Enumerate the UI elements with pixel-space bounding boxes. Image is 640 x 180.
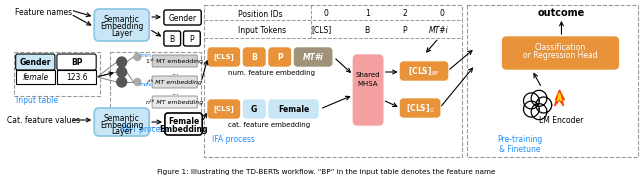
- Text: Feature names: Feature names: [15, 8, 72, 17]
- Text: 1: 1: [365, 8, 369, 17]
- Text: [CLS]: [CLS]: [213, 105, 234, 112]
- FancyBboxPatch shape: [208, 100, 239, 118]
- FancyBboxPatch shape: [401, 99, 440, 117]
- Text: [CLS]$_{BP}$: [CLS]$_{BP}$: [408, 65, 440, 77]
- Bar: [110, 52, 201, 127]
- Bar: [467, 5, 638, 157]
- Text: Input Tokens: Input Tokens: [237, 26, 285, 35]
- FancyBboxPatch shape: [401, 62, 447, 80]
- Text: cat. feature embedding: cat. feature embedding: [228, 122, 310, 128]
- Bar: [16, 70, 55, 84]
- Text: 2: 2: [402, 8, 407, 17]
- FancyBboxPatch shape: [94, 9, 149, 41]
- Text: Position IDs: Position IDs: [237, 10, 282, 19]
- Circle shape: [134, 78, 141, 86]
- Text: B: B: [169, 35, 174, 44]
- FancyBboxPatch shape: [502, 37, 618, 69]
- Text: Cat. feature values: Cat. feature values: [6, 116, 80, 125]
- Text: 0: 0: [439, 8, 444, 17]
- Text: B: B: [252, 53, 257, 62]
- FancyBboxPatch shape: [152, 76, 197, 88]
- Text: ...: ...: [171, 87, 179, 96]
- Text: Figure 1: Illustrating the TD-BERTs workflow. “BP” in the input table denotes th: Figure 1: Illustrating the TD-BERTs work…: [157, 169, 495, 175]
- Text: Embedding: Embedding: [100, 120, 143, 129]
- FancyBboxPatch shape: [164, 10, 201, 25]
- Polygon shape: [557, 93, 561, 101]
- Text: & Finetune: & Finetune: [499, 145, 541, 154]
- Text: 1ˢᵗ MT embedding: 1ˢᵗ MT embedding: [146, 58, 204, 64]
- Text: P: P: [402, 26, 407, 35]
- Circle shape: [134, 53, 141, 60]
- FancyBboxPatch shape: [152, 55, 197, 67]
- FancyBboxPatch shape: [269, 48, 291, 66]
- Bar: [13, 52, 100, 96]
- Text: MT#i: MT#i: [303, 53, 323, 62]
- FancyBboxPatch shape: [243, 100, 265, 118]
- Text: RMT process: RMT process: [120, 125, 168, 134]
- Text: B: B: [365, 26, 370, 35]
- FancyBboxPatch shape: [269, 100, 318, 118]
- Text: Embedding: Embedding: [100, 21, 143, 30]
- Text: num. feature embedding: num. feature embedding: [228, 70, 316, 76]
- Circle shape: [116, 57, 127, 67]
- Text: Layer: Layer: [111, 28, 132, 37]
- Text: or Regression Head: or Regression Head: [523, 51, 598, 60]
- Text: MHSA: MHSA: [358, 81, 378, 87]
- Text: female: female: [22, 73, 49, 82]
- Text: Classification: Classification: [535, 42, 586, 51]
- Text: Gender: Gender: [168, 14, 196, 22]
- FancyBboxPatch shape: [184, 31, 200, 46]
- FancyBboxPatch shape: [16, 54, 55, 70]
- FancyBboxPatch shape: [294, 48, 332, 66]
- FancyBboxPatch shape: [164, 31, 180, 46]
- FancyBboxPatch shape: [243, 48, 265, 66]
- Bar: [204, 5, 462, 157]
- Text: Embedding: Embedding: [159, 125, 208, 134]
- Text: ...: ...: [171, 68, 179, 76]
- FancyBboxPatch shape: [353, 55, 383, 125]
- Text: [CLS]$_G$: [CLS]$_G$: [406, 102, 435, 114]
- Text: Female: Female: [168, 116, 199, 125]
- Text: [CLS]: [CLS]: [312, 26, 332, 35]
- Text: Semantic: Semantic: [104, 15, 140, 24]
- Text: Semantic: Semantic: [104, 114, 140, 123]
- Text: IFA process: IFA process: [212, 136, 255, 145]
- Text: P: P: [277, 53, 283, 62]
- Text: Pre-training: Pre-training: [498, 136, 543, 145]
- Text: 123.6: 123.6: [66, 73, 88, 82]
- Text: LM Encoder: LM Encoder: [540, 116, 584, 125]
- Text: outcome: outcome: [538, 8, 585, 18]
- Text: max: max: [138, 82, 152, 87]
- Text: MT#i: MT#i: [429, 26, 449, 35]
- Text: Layer: Layer: [111, 127, 132, 136]
- Polygon shape: [555, 90, 564, 106]
- Text: P: P: [189, 35, 194, 44]
- Text: nᵗʰ MT embedding: nᵗʰ MT embedding: [146, 99, 204, 105]
- Text: BP: BP: [71, 57, 83, 66]
- FancyBboxPatch shape: [165, 113, 202, 135]
- Text: Gender: Gender: [20, 57, 51, 66]
- FancyBboxPatch shape: [94, 108, 149, 136]
- Text: iᵗʰ MT embedding: iᵗʰ MT embedding: [147, 79, 202, 85]
- Text: Shared: Shared: [356, 72, 380, 78]
- Text: 0: 0: [323, 8, 328, 17]
- Text: Female: Female: [278, 105, 309, 114]
- Bar: [57, 70, 96, 84]
- Circle shape: [116, 67, 127, 77]
- Text: G: G: [251, 105, 257, 114]
- FancyBboxPatch shape: [57, 54, 96, 70]
- FancyBboxPatch shape: [152, 96, 197, 108]
- Text: Input table: Input table: [16, 96, 58, 105]
- Text: [CLS]: [CLS]: [213, 53, 234, 60]
- FancyBboxPatch shape: [208, 48, 239, 66]
- Text: min: min: [140, 53, 151, 57]
- Circle shape: [116, 77, 127, 87]
